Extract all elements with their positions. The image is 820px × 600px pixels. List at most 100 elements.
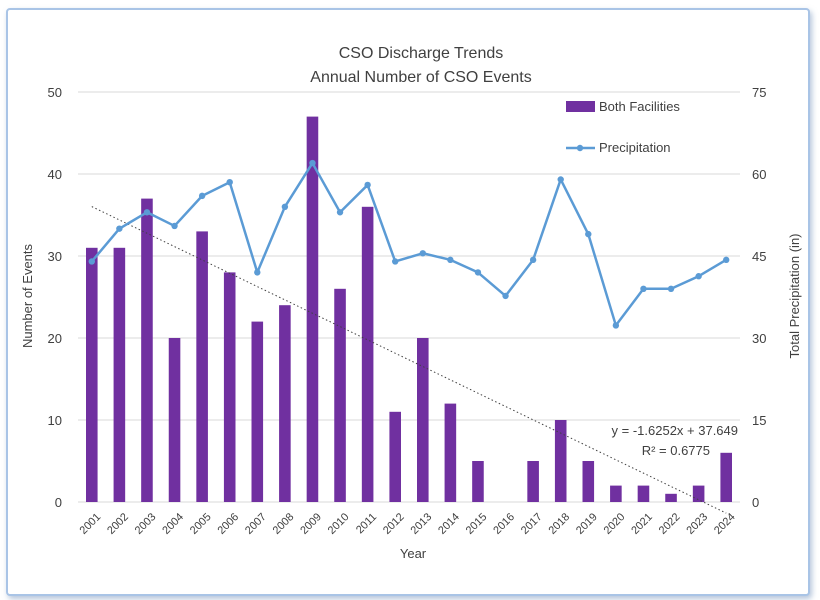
precipitation-point xyxy=(447,256,454,264)
precipitation-point xyxy=(585,230,592,238)
precipitation-point xyxy=(336,209,344,216)
x-axis-label: Year xyxy=(400,546,427,561)
chart-title: CSO Discharge Trends xyxy=(339,45,504,62)
y-tick-label: 20 xyxy=(48,331,62,346)
legend: Both Facilities Precipitation xyxy=(566,99,680,155)
y2-tick-label: 75 xyxy=(752,85,766,100)
precipitation-point xyxy=(667,285,675,292)
precipitation-point xyxy=(281,203,289,210)
x-tick-label: 2016 xyxy=(491,511,517,537)
legend-label-line: Precipitation xyxy=(599,140,671,155)
bar xyxy=(389,411,402,502)
trendline-r2: R² = 0.6775 xyxy=(642,443,710,458)
precipitation-point xyxy=(529,256,537,264)
precipitation-point xyxy=(116,225,123,232)
x-tick-label: 2002 xyxy=(105,511,131,537)
precipitation-point xyxy=(695,273,702,280)
x-tick-label: 2021 xyxy=(629,511,655,537)
bar xyxy=(168,338,181,502)
x-tick-label: 2020 xyxy=(602,511,628,537)
x-tick-label: 2001 xyxy=(78,511,104,537)
bar xyxy=(113,247,126,502)
bar xyxy=(472,461,484,502)
precipitation-point xyxy=(198,192,206,200)
precipitation-point xyxy=(474,269,482,276)
bar xyxy=(720,452,733,502)
y2-tick-label: 60 xyxy=(752,167,766,182)
bar xyxy=(527,461,539,502)
y-tick-label: 30 xyxy=(48,249,62,264)
x-tick-label: 2015 xyxy=(464,511,490,537)
bar xyxy=(416,338,429,502)
precipitation-point xyxy=(309,159,316,167)
x-tick-label: 2012 xyxy=(381,511,407,537)
trendline xyxy=(91,206,727,514)
bar xyxy=(554,420,567,502)
precipitation-line xyxy=(90,161,727,327)
x-tick-label: 2017 xyxy=(519,511,545,537)
bar xyxy=(306,116,319,502)
bar-series xyxy=(85,116,733,503)
x-tick-label: 2023 xyxy=(684,511,710,537)
x-tick-label: 2019 xyxy=(574,511,600,537)
precipitation-point xyxy=(612,322,620,329)
y2-tick-label: 15 xyxy=(752,413,766,428)
bar xyxy=(582,461,595,502)
y2-axis-label: Total Precipitation (in) xyxy=(787,234,802,359)
bar xyxy=(196,231,208,502)
precipitation-point xyxy=(392,258,399,265)
trendline-equation: y = -1.6252x + 37.649 xyxy=(612,423,738,438)
x-tick-label: 2008 xyxy=(271,511,297,537)
bar xyxy=(279,305,291,502)
precipitation-point xyxy=(502,292,509,300)
bar xyxy=(334,288,346,502)
bar xyxy=(444,403,457,502)
bar xyxy=(692,485,705,502)
x-tick-label: 2018 xyxy=(546,511,572,537)
bar xyxy=(361,206,374,503)
legend-line-marker xyxy=(576,144,584,152)
y-tick-label: 10 xyxy=(48,413,62,428)
x-tick-label: 2003 xyxy=(133,511,159,537)
y-tick-label: 40 xyxy=(48,167,62,182)
precipitation-point xyxy=(557,176,564,183)
precipitation-point xyxy=(254,269,261,276)
precipitation-point xyxy=(226,179,233,186)
x-tick-label: 2011 xyxy=(354,511,379,536)
bar xyxy=(141,198,153,502)
y-tick-label: 0 xyxy=(55,495,62,510)
x-tick-label: 2014 xyxy=(436,511,462,537)
bar xyxy=(637,485,650,502)
bar xyxy=(251,321,264,502)
x-tick-label: 2022 xyxy=(657,511,683,537)
grid-lines xyxy=(78,91,740,503)
chart-subtitle: Annual Number of CSO Events xyxy=(310,69,531,86)
bar xyxy=(610,485,622,502)
precipitation-point xyxy=(364,181,371,189)
y2-tick-label: 45 xyxy=(752,249,766,264)
precipitation-point xyxy=(723,256,730,264)
bar xyxy=(665,493,677,502)
trendline-layer xyxy=(91,206,727,514)
legend-bar-swatch xyxy=(566,101,595,112)
x-tick-label: 2004 xyxy=(160,511,186,537)
x-tick-label: 2010 xyxy=(326,511,352,537)
precipitation-point xyxy=(143,209,151,216)
x-tick-label: 2007 xyxy=(243,511,269,537)
y-tick-label: 50 xyxy=(48,85,62,100)
bar xyxy=(85,247,98,502)
x-tick-label: 2009 xyxy=(298,511,324,537)
y-axis-label: Number of Events xyxy=(20,243,35,348)
precipitation-point xyxy=(640,285,647,292)
x-tick-label: 2005 xyxy=(188,511,214,537)
precipitation-point xyxy=(171,222,178,230)
bar xyxy=(223,272,236,502)
precipitation-point xyxy=(88,258,95,265)
x-tick-label: 2006 xyxy=(215,511,241,537)
line-series xyxy=(88,159,730,329)
y2-tick-label: 30 xyxy=(752,331,766,346)
legend-label-bars: Both Facilities xyxy=(599,99,680,114)
x-tick-label: 2013 xyxy=(409,511,435,537)
x-tick-label: 2024 xyxy=(712,511,738,537)
